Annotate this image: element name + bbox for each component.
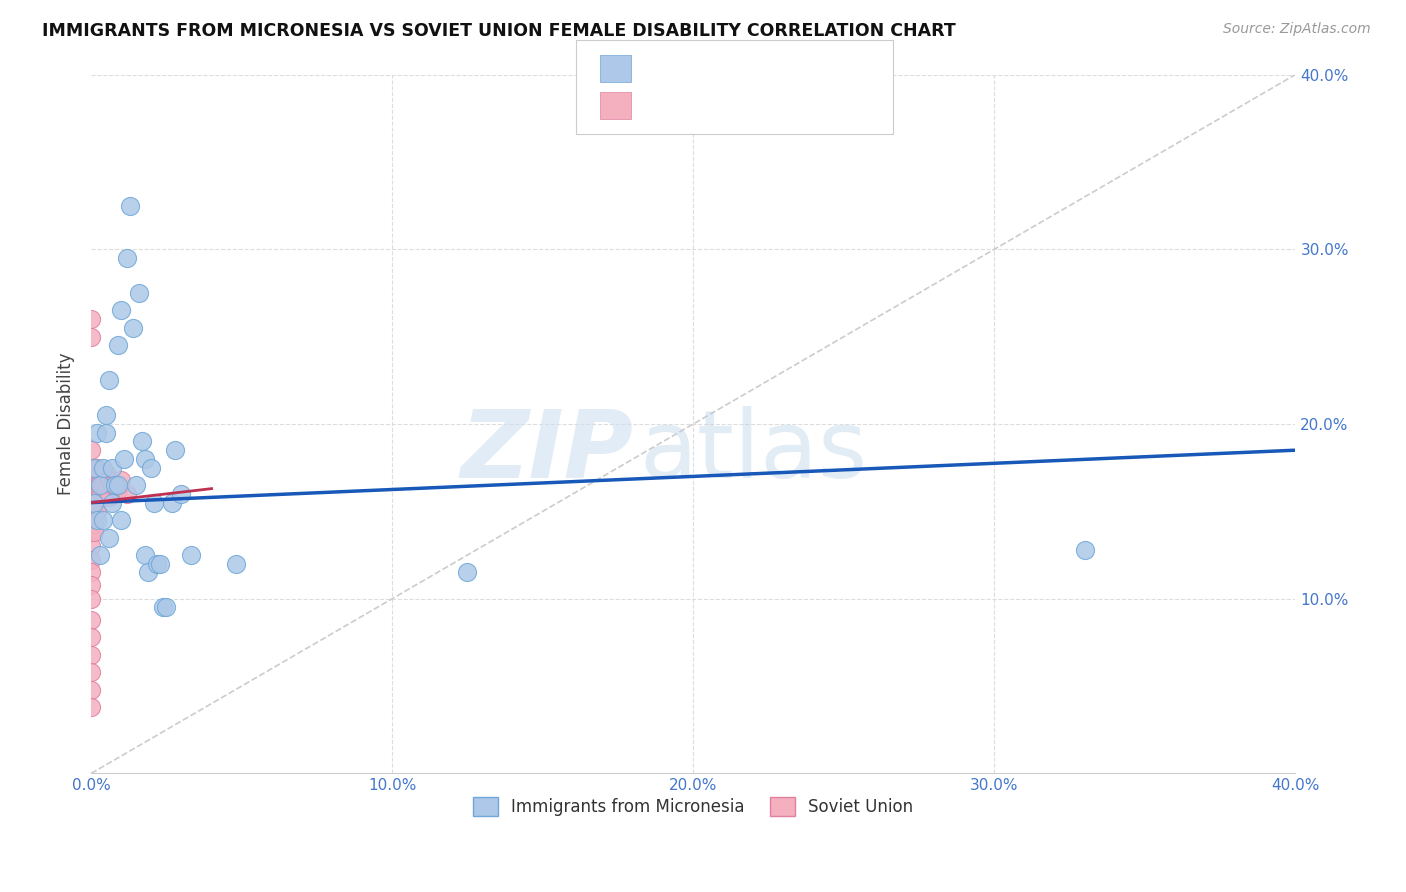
- Point: [83, 495, 105, 509]
- Point: [131, 434, 153, 449]
- Point: [83, 473, 105, 487]
- Text: R = 0.082   N = 42: R = 0.082 N = 42: [643, 60, 827, 78]
- Point: [165, 443, 187, 458]
- Point: [149, 557, 172, 571]
- Point: [96, 425, 118, 440]
- Point: [86, 425, 108, 440]
- Point: [91, 513, 114, 527]
- Point: [80, 504, 103, 518]
- Point: [83, 508, 105, 522]
- Point: [80, 478, 103, 492]
- Legend: Immigrants from Micronesia, Soviet Union: Immigrants from Micronesia, Soviet Union: [465, 789, 922, 824]
- Point: [162, 495, 184, 509]
- Point: [80, 460, 103, 475]
- Text: ZIP: ZIP: [460, 406, 633, 498]
- Point: [128, 285, 150, 300]
- Point: [104, 478, 127, 492]
- Point: [83, 460, 105, 475]
- Point: [86, 469, 108, 483]
- Text: Source: ZipAtlas.com: Source: ZipAtlas.com: [1223, 22, 1371, 37]
- Point: [98, 491, 121, 505]
- Point: [457, 566, 479, 580]
- Text: atlas: atlas: [640, 406, 868, 498]
- Point: [143, 495, 166, 509]
- Point: [89, 483, 111, 498]
- Point: [107, 478, 129, 492]
- Point: [80, 513, 103, 527]
- Point: [80, 682, 103, 697]
- Point: [1073, 542, 1095, 557]
- Point: [120, 198, 142, 212]
- Point: [80, 329, 103, 343]
- Point: [122, 321, 145, 335]
- Point: [83, 499, 105, 513]
- Point: [104, 478, 127, 492]
- Y-axis label: Female Disability: Female Disability: [58, 352, 75, 495]
- Point: [80, 630, 103, 644]
- Point: [86, 487, 108, 501]
- Point: [86, 504, 108, 518]
- Point: [89, 491, 111, 505]
- Text: IMMIGRANTS FROM MICRONESIA VS SOVIET UNION FEMALE DISABILITY CORRELATION CHART: IMMIGRANTS FROM MICRONESIA VS SOVIET UNI…: [42, 22, 956, 40]
- Point: [89, 466, 111, 480]
- Point: [152, 600, 174, 615]
- Point: [146, 557, 169, 571]
- Point: [107, 483, 129, 498]
- Point: [80, 700, 103, 714]
- Point: [80, 665, 103, 679]
- Point: [80, 312, 103, 326]
- Point: [80, 525, 103, 540]
- Point: [225, 557, 247, 571]
- Point: [112, 451, 135, 466]
- Point: [96, 483, 118, 498]
- Point: [91, 478, 114, 492]
- Point: [96, 466, 118, 480]
- Point: [96, 409, 118, 423]
- Point: [80, 613, 103, 627]
- Point: [80, 539, 103, 553]
- Point: [125, 478, 148, 492]
- Point: [110, 513, 132, 527]
- Point: [89, 548, 111, 562]
- Point: [101, 478, 124, 492]
- Point: [101, 460, 124, 475]
- Point: [89, 478, 111, 492]
- Point: [98, 373, 121, 387]
- Text: R = 0.097   N = 49: R = 0.097 N = 49: [643, 96, 827, 114]
- Point: [179, 548, 201, 562]
- Point: [86, 478, 108, 492]
- Point: [98, 473, 121, 487]
- Point: [86, 495, 108, 509]
- Point: [138, 566, 160, 580]
- Point: [91, 469, 114, 483]
- Point: [170, 487, 193, 501]
- Point: [80, 648, 103, 662]
- Point: [117, 251, 139, 265]
- Point: [101, 495, 124, 509]
- Point: [86, 513, 108, 527]
- Point: [98, 531, 121, 545]
- Point: [141, 460, 163, 475]
- Point: [80, 553, 103, 567]
- Point: [83, 491, 105, 505]
- Point: [80, 443, 103, 458]
- Point: [80, 566, 103, 580]
- Point: [83, 516, 105, 531]
- Point: [155, 600, 177, 615]
- Point: [86, 460, 108, 475]
- Point: [83, 482, 105, 496]
- Point: [80, 591, 103, 606]
- Point: [91, 460, 114, 475]
- Point: [110, 473, 132, 487]
- Point: [110, 303, 132, 318]
- Point: [83, 466, 105, 480]
- Point: [80, 578, 103, 592]
- Point: [80, 491, 103, 505]
- Point: [89, 475, 111, 489]
- Point: [134, 548, 156, 562]
- Point: [117, 487, 139, 501]
- Point: [134, 451, 156, 466]
- Point: [107, 338, 129, 352]
- Point: [83, 525, 105, 540]
